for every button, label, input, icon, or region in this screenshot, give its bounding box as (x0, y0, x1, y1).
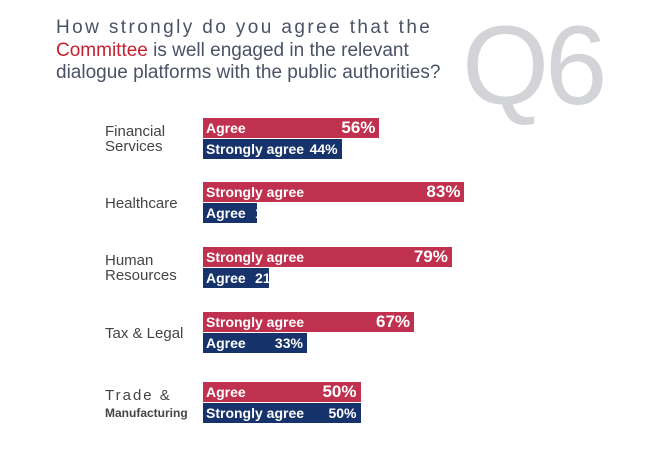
bar-label: Agree (206, 120, 246, 136)
bar-label: Agree (206, 384, 246, 400)
category-label: Healthcare (105, 196, 178, 211)
bar: Strongly agree 44% (203, 139, 342, 159)
title-line-1: How strongly do you agree that the (56, 17, 433, 38)
bar: Agree 50% (203, 382, 361, 402)
title-line-3: dialogue platforms with the public autho… (56, 62, 441, 83)
category-label-line: Healthcare (105, 195, 178, 212)
bar-label: Strongly agree (206, 314, 305, 330)
title-highlight: Committee (56, 39, 148, 61)
bar-label: Agree (206, 205, 246, 221)
category-label-line: Services (105, 138, 163, 155)
question-title: How strongly do you agree that the Commi… (56, 17, 440, 85)
bar-label: Strongly agree (206, 249, 305, 265)
bar-value-label: 50% (322, 382, 357, 401)
bar: Agree 17% (203, 203, 283, 223)
bar-value-label: 56% (341, 118, 376, 137)
bar: Agree 56% (203, 118, 380, 138)
category-label: Tax & Legal (105, 326, 183, 341)
bar: Strongly agree 79% (203, 247, 452, 267)
bar-value-label: 50% (328, 405, 357, 421)
bar-label: Strongly agree (206, 184, 305, 200)
bar-value-label: 67% (376, 312, 411, 331)
bar: Agree 21% (203, 268, 283, 288)
category-label: Trade & Manufacturing (105, 388, 188, 421)
category-label-line: Human (105, 252, 154, 269)
bar-label: Agree (206, 335, 246, 351)
title-line-2: Committee is well engaged in the relevan… (56, 40, 440, 63)
category-label: Financial Services (105, 124, 165, 154)
category-label-line: Manufacturing (105, 406, 188, 420)
bar-value-label: 79% (413, 247, 448, 266)
category-label: Human Resources (105, 253, 177, 283)
bar-value-label: 33% (274, 335, 303, 351)
category-label-line: Tax & Legal (105, 325, 184, 342)
bar-label: Agree (206, 270, 246, 286)
bar-value-label: 17% (255, 205, 284, 221)
category-label-line: Financial (105, 123, 166, 140)
category-label-line: Trade & (105, 387, 172, 404)
bar-value-label: 83% (426, 182, 461, 201)
bar-label: Strongly agree (206, 405, 305, 421)
bar: Strongly agree 83% (203, 182, 465, 202)
bar: Strongly agree 67% (203, 312, 415, 332)
bar-value-label: 44% (309, 141, 338, 157)
bar-label: Strongly agree (206, 141, 305, 157)
category-label-line: Resources (105, 267, 177, 284)
bar: Strongly agree 50% (203, 403, 361, 423)
question-number-badge: Q6 (462, 3, 607, 128)
bar-value-label: 21% (255, 270, 284, 286)
bar: Agree 33% (203, 333, 307, 353)
title-line-2-rest: is well engaged in the relevant (147, 39, 409, 61)
